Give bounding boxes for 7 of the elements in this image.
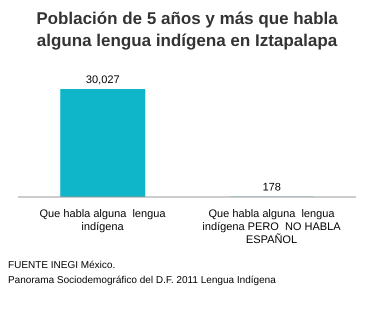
x-tick-label: Que habla alguna lengua indígena [40, 208, 166, 233]
chart-title: Población de 5 años y más que habla alguna lengua indígena en Iztapalapa [35, 8, 339, 52]
data-label: 178 [262, 181, 281, 194]
source-note: FUENTE INEGI México. [8, 259, 116, 273]
data-label: 30,027 [86, 74, 120, 86]
x-tick-label: Que habla alguna lengua indígena PERO NO HABLA ESPAÑOL [202, 208, 342, 246]
text: Panorama Sociodemográfico del D.F. 2011 Lengua Indígena [8, 274, 277, 288]
